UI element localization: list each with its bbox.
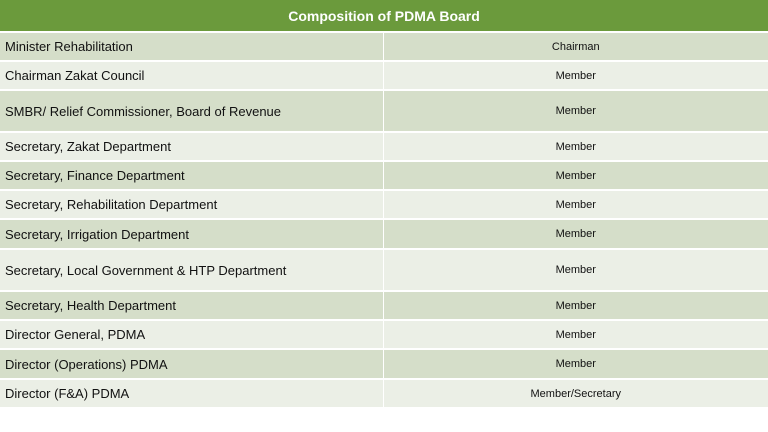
member-role: Director (F&A) PDMA [0,379,384,409]
table-row: Director (Operations) PDMA Member [0,349,768,380]
table-row: Minister Rehabilitation Chairman [0,32,768,62]
member-role: Secretary, Local Government & HTP Depart… [0,249,384,292]
table-body: Minister Rehabilitation Chairman Chairman … [0,32,768,409]
board-position: Member [383,90,768,133]
board-position: Member [383,190,768,220]
member-role: Secretary, Finance Department [0,161,384,191]
member-role: Secretary, Health Department [0,291,384,321]
member-role: Director General, PDMA [0,320,384,350]
member-role: SMBR/ Relief Commissioner, Board of Reve… [0,90,384,133]
table-title: Composition of PDMA Board [0,0,768,33]
table-row: Chairman Zakat Council Member [0,61,768,91]
table-row: Secretary, Rehabilitation Department Memb… [0,190,768,220]
table-row: Secretary, Zakat Department Member [0,132,768,162]
board-position: Member [383,61,768,91]
member-role: Secretary, Rehabilitation Department [0,190,384,220]
header-row: Composition of PDMA Board [0,0,768,33]
board-position: Chairman [383,32,768,62]
table-row: Secretary, Local Government & HTP Depart… [0,249,768,292]
table-row: Director General, PDMA Member [0,320,768,350]
board-table: Composition of PDMA Board Minister Rehab… [0,0,768,409]
board-position: Member [383,132,768,162]
board-position: Member/Secretary [383,379,768,409]
table-row: SMBR/ Relief Commissioner, Board of Reve… [0,90,768,133]
table-row: Secretary, Finance Department Member [0,161,768,191]
table-row: Secretary, Health Department Member [0,291,768,321]
member-role: Secretary, Zakat Department [0,132,384,162]
board-position: Member [383,249,768,292]
member-role: Director (Operations) PDMA [0,349,384,380]
table-row: Director (F&A) PDMA Member/Secretary [0,379,768,409]
board-position: Member [383,320,768,350]
table-row: Secretary, Irrigation Department Member [0,219,768,250]
board-position: Member [383,161,768,191]
board-position: Member [383,219,768,250]
board-position: Member [383,291,768,321]
member-role: Minister Rehabilitation [0,32,384,62]
member-role: Secretary, Irrigation Department [0,219,384,250]
member-role: Chairman Zakat Council [0,61,384,91]
board-position: Member [383,349,768,380]
